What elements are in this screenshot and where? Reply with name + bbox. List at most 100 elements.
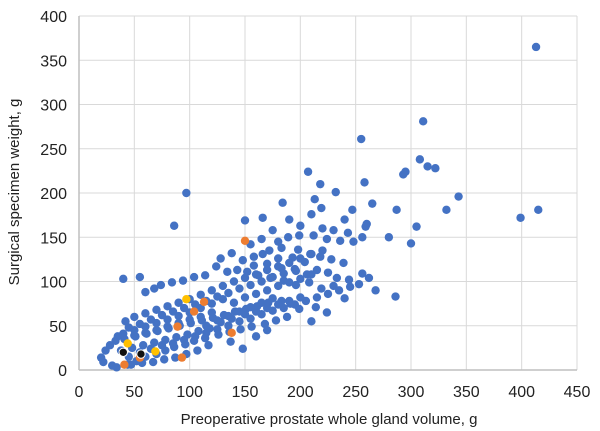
data-point [213, 325, 222, 334]
data-point [268, 272, 277, 282]
data-point [229, 298, 239, 307]
data-point [200, 271, 210, 280]
data-point [368, 199, 377, 208]
data-point [303, 167, 313, 176]
data-point [146, 315, 156, 324]
data-point [406, 239, 416, 248]
data-points [96, 42, 543, 372]
data-point [213, 316, 222, 325]
data-point [279, 269, 288, 278]
data-point [229, 277, 239, 286]
data-point [296, 274, 305, 284]
data-point [296, 221, 305, 230]
data-point [331, 187, 340, 197]
data-point [309, 231, 318, 240]
data-point [323, 289, 333, 299]
data-point [516, 213, 525, 222]
x-tick-label: 150 [232, 384, 259, 401]
data-point [257, 234, 266, 244]
data-point [257, 298, 266, 307]
data-point [233, 265, 242, 275]
y-tick-label: 50 [49, 319, 67, 336]
data-point [224, 311, 233, 321]
data-point [392, 205, 401, 215]
data-point [152, 305, 161, 315]
data-point [235, 307, 244, 316]
data-point [130, 312, 139, 322]
data-point [285, 278, 294, 287]
data-point [271, 316, 281, 325]
data-point [322, 308, 332, 317]
data-point [213, 292, 222, 301]
data-point [185, 315, 194, 324]
data-point [293, 245, 303, 254]
data-point [141, 309, 150, 318]
data-point [150, 284, 159, 293]
data-point [274, 281, 283, 291]
data-point [454, 192, 463, 201]
data-point [265, 246, 274, 255]
data-point [262, 265, 272, 275]
x-tick-label: 50 [125, 384, 143, 401]
data-point [207, 308, 216, 317]
y-tick-label: 400 [40, 9, 67, 26]
data-point [157, 310, 167, 320]
x-tick-label: 350 [453, 384, 480, 401]
data-point [262, 325, 272, 335]
data-point [317, 203, 326, 213]
data-point [152, 325, 161, 335]
data-point [291, 280, 301, 290]
y-tick-label: 300 [40, 98, 67, 115]
x-tick-label: 250 [342, 384, 369, 401]
data-point [112, 363, 121, 372]
data-point [151, 347, 160, 356]
data-point [226, 337, 235, 346]
data-point [295, 231, 304, 240]
data-point [318, 246, 327, 255]
data-point [262, 286, 272, 295]
data-point [178, 276, 188, 285]
data-point [327, 255, 336, 264]
data-point [418, 117, 428, 126]
data-point [290, 264, 299, 274]
data-point [384, 233, 394, 242]
data-point [268, 294, 277, 303]
data-point [285, 296, 294, 306]
data-point [172, 333, 181, 342]
data-point [339, 258, 348, 268]
x-tick-label: 200 [287, 384, 314, 401]
data-point [240, 273, 250, 283]
data-point [123, 339, 132, 348]
data-point [238, 256, 247, 265]
data-point [412, 222, 421, 231]
data-point [277, 243, 286, 253]
data-point [257, 277, 266, 286]
data-point [216, 254, 225, 263]
data-point [163, 322, 172, 331]
data-point [358, 269, 367, 278]
data-point [138, 341, 148, 350]
data-point [349, 237, 358, 246]
data-point [343, 228, 353, 238]
data-point [202, 321, 211, 330]
data-point [334, 286, 344, 295]
data-point [196, 312, 205, 322]
data-point [358, 233, 367, 242]
data-point [191, 300, 200, 309]
data-point [335, 236, 345, 245]
data-point [332, 273, 342, 283]
data-point [179, 303, 189, 313]
data-point [124, 323, 133, 332]
data-point [316, 179, 325, 189]
y-tick-label: 200 [40, 186, 67, 203]
data-point [258, 249, 267, 259]
data-point [361, 222, 370, 231]
data-point [296, 254, 305, 263]
y-tick-label: 150 [40, 230, 67, 247]
data-point [113, 332, 122, 341]
data-point [160, 355, 169, 364]
data-point [329, 225, 338, 235]
data-point [357, 134, 366, 144]
data-point [317, 284, 326, 293]
